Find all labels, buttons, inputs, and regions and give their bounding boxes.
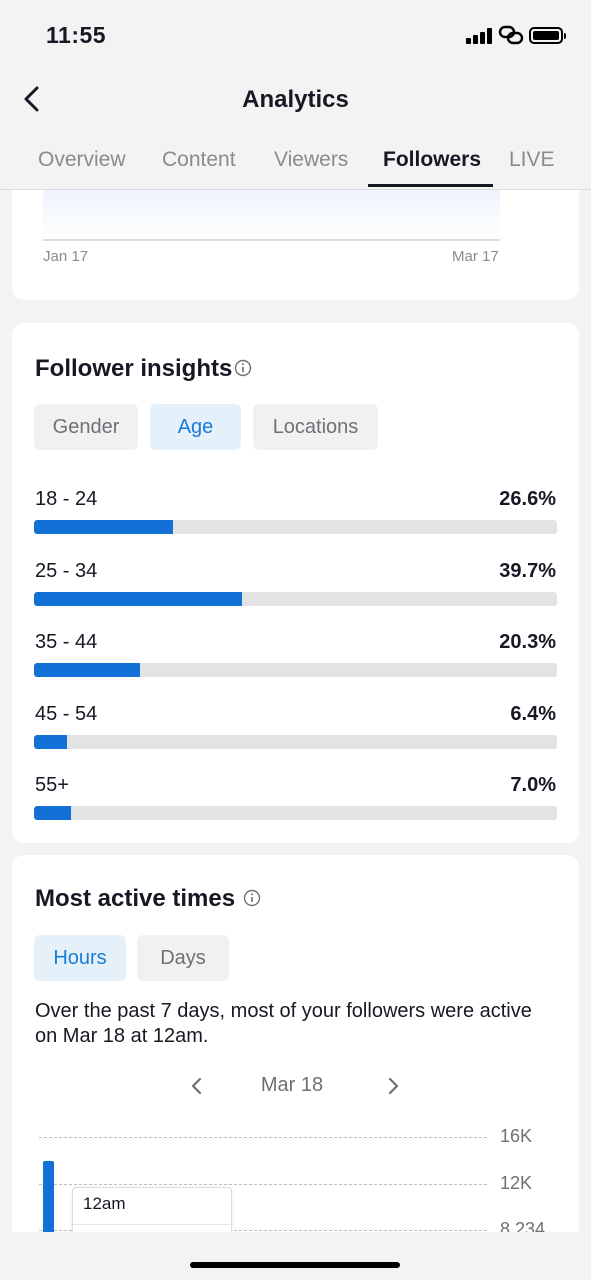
chart-gridline bbox=[39, 1184, 487, 1185]
age-row-fill bbox=[34, 520, 174, 534]
tab-live[interactable]: LIVE bbox=[509, 148, 555, 171]
y-axis-label: 8,234 bbox=[500, 1219, 546, 1235]
follower-insights-title-text: Follower insights bbox=[35, 355, 233, 382]
chevron-left-icon[interactable] bbox=[188, 1075, 206, 1097]
bottom-safe-area bbox=[0, 1232, 591, 1280]
age-row-value: 39.7% bbox=[499, 560, 556, 582]
back-arrow-icon[interactable] bbox=[20, 84, 46, 114]
age-row-fill bbox=[34, 592, 242, 606]
most-active-times-card: Most active times Hours Days Over the pa… bbox=[12, 855, 579, 1235]
age-row-track bbox=[34, 663, 557, 677]
chip-locations[interactable]: Locations bbox=[253, 404, 378, 450]
follower-insights-card: Follower insights Gender Age Locations 1… bbox=[12, 323, 579, 843]
age-row-label: 25 - 34 bbox=[35, 560, 98, 582]
page-title: Analytics bbox=[242, 86, 349, 113]
info-icon[interactable] bbox=[243, 889, 261, 907]
tab-viewers[interactable]: Viewers bbox=[274, 148, 349, 171]
most-active-title: Most active times bbox=[35, 885, 261, 913]
growth-chart-axis bbox=[43, 239, 500, 241]
chip-hours[interactable]: Hours bbox=[34, 935, 126, 981]
info-icon[interactable] bbox=[234, 359, 252, 377]
age-row-value: 26.6% bbox=[499, 488, 556, 510]
chevron-right-icon[interactable] bbox=[384, 1075, 402, 1097]
age-row-label: 45 - 54 bbox=[35, 703, 98, 725]
chart-gridline bbox=[39, 1137, 487, 1138]
home-indicator[interactable] bbox=[190, 1262, 400, 1268]
hour-bar[interactable] bbox=[43, 1161, 54, 1235]
date-navigator: Mar 18 bbox=[12, 1071, 579, 1101]
chart-gridline bbox=[39, 1230, 487, 1231]
tab-overview[interactable]: Overview bbox=[38, 148, 126, 171]
age-row-label: 18 - 24 bbox=[35, 488, 98, 510]
tooltip-divider bbox=[73, 1224, 233, 1225]
age-row-label: 35 - 44 bbox=[35, 631, 98, 653]
active-tab-indicator bbox=[368, 184, 493, 187]
age-row-value: 6.4% bbox=[510, 703, 556, 725]
growth-x-end-label: Mar 17 bbox=[452, 248, 499, 265]
most-active-description: Over the past 7 days, most of your follo… bbox=[35, 1000, 532, 1047]
age-row-track bbox=[34, 520, 557, 534]
y-axis-label: 12K bbox=[500, 1173, 533, 1193]
age-row-fill bbox=[34, 735, 68, 749]
status-bar: 11:55 bbox=[0, 0, 591, 70]
cellular-signal-icon bbox=[466, 28, 494, 44]
age-row-fill bbox=[34, 806, 71, 820]
status-time: 11:55 bbox=[46, 22, 107, 48]
age-row-track bbox=[34, 735, 557, 749]
tab-bar: Overview Content Viewers Followers LIVE bbox=[0, 130, 591, 190]
age-row-label: 55+ bbox=[35, 774, 69, 796]
tab-followers[interactable]: Followers bbox=[383, 148, 482, 171]
chip-age[interactable]: Age bbox=[150, 404, 241, 450]
y-axis-label: 16K bbox=[500, 1126, 533, 1146]
growth-chart-area bbox=[43, 190, 500, 240]
current-date-label: Mar 18 bbox=[260, 1074, 324, 1096]
chart-tooltip: 12am bbox=[72, 1187, 233, 1235]
age-row-value: 7.0% bbox=[510, 774, 556, 796]
age-row-track bbox=[34, 592, 557, 606]
chip-days[interactable]: Days bbox=[137, 935, 229, 981]
header: Analytics bbox=[0, 70, 591, 130]
age-row-track bbox=[34, 806, 557, 820]
chip-gender[interactable]: Gender bbox=[34, 404, 138, 450]
link-icon bbox=[498, 25, 524, 45]
tooltip-label: 12am bbox=[83, 1194, 126, 1213]
growth-x-start-label: Jan 17 bbox=[43, 248, 89, 265]
age-row-fill bbox=[34, 663, 141, 677]
most-active-title-text: Most active times bbox=[35, 885, 236, 912]
battery-icon bbox=[529, 27, 566, 44]
tab-content[interactable]: Content bbox=[162, 148, 236, 171]
follower-insights-title: Follower insights bbox=[35, 355, 252, 383]
follower-growth-card: Jan 17 Mar 17 bbox=[12, 190, 579, 300]
age-row-value: 20.3% bbox=[499, 631, 556, 653]
